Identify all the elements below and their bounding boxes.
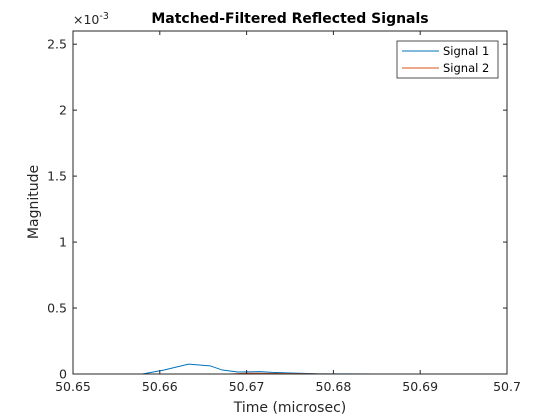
x-tick-label: 50.68 bbox=[316, 379, 352, 394]
x-tick-label: 50.66 bbox=[142, 379, 178, 394]
y-tick-label: 2 bbox=[59, 103, 67, 118]
y-tick-label: 0.5 bbox=[47, 301, 67, 316]
y-exponent-label: ×10-3 bbox=[73, 11, 109, 27]
x-axis-label: Time (microsec) bbox=[233, 400, 346, 416]
legend-box bbox=[396, 40, 499, 79]
x-tick-label: 50.7 bbox=[493, 379, 521, 394]
plot-area-frame bbox=[72, 30, 508, 375]
x-tick-label: 50.67 bbox=[229, 379, 265, 394]
y-tick-label: 1 bbox=[59, 235, 67, 250]
legend: Signal 1 Signal 2 bbox=[396, 40, 499, 79]
chart-title: Matched-Filtered Reflected Signals bbox=[151, 11, 428, 27]
x-axis: 50.65 50.66 50.67 50.68 50.69 50.7 bbox=[55, 31, 521, 394]
legend-label-signal-1: Signal 1 bbox=[443, 44, 489, 58]
y-tick-label: 2.5 bbox=[47, 37, 67, 52]
x-tick-label: 50.69 bbox=[402, 379, 438, 394]
plot-area-background bbox=[73, 31, 507, 374]
x-tick-label: 50.65 bbox=[55, 379, 91, 394]
y-axis-label: Magnitude bbox=[26, 165, 42, 239]
y-tick-label: 1.5 bbox=[47, 169, 67, 184]
y-axis: 0 0.5 1 1.5 2 2.5 bbox=[47, 37, 507, 382]
y-tick-label: 0 bbox=[59, 367, 67, 382]
y-exponent-power: -3 bbox=[99, 11, 108, 22]
y-exponent-base: ×10 bbox=[73, 12, 99, 27]
legend-label-signal-2: Signal 2 bbox=[443, 61, 489, 75]
